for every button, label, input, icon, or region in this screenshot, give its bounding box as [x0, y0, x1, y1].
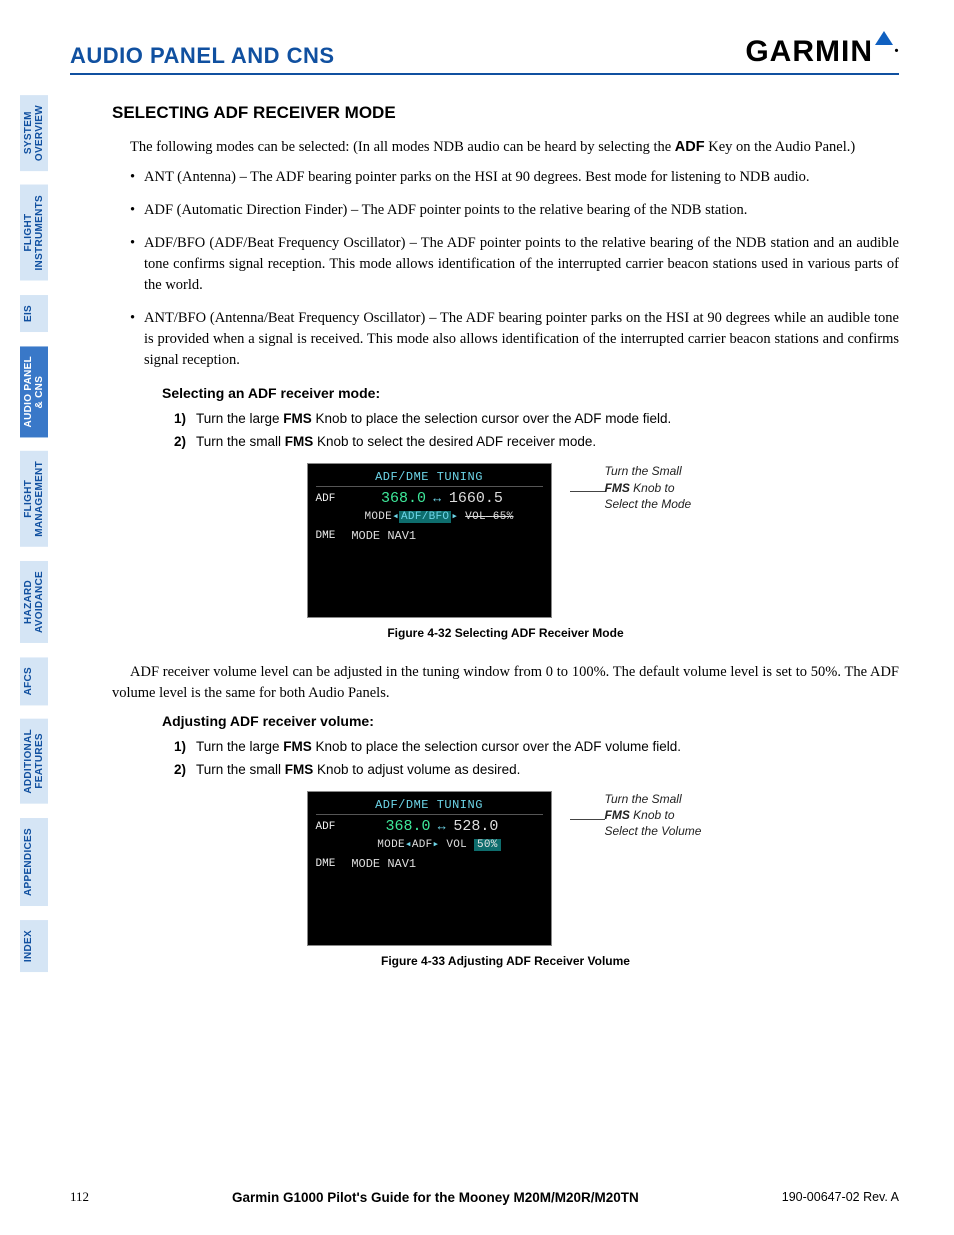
tab-afcs[interactable]: AFCS — [20, 657, 48, 705]
footer-revision: 190-00647-02 Rev. A — [782, 1190, 899, 1204]
procedure-2-title: Adjusting ADF receiver volume: — [162, 713, 899, 729]
main-content: SELECTING ADF RECEIVER MODE The followin… — [112, 103, 899, 968]
callout-line-icon — [570, 819, 605, 820]
procedure-2-steps: 1)Turn the large FMS Knob to place the s… — [174, 739, 899, 777]
tab-index[interactable]: INDEX — [20, 920, 48, 972]
tab-hazard-avoidance[interactable]: HAZARDAVOIDANCE — [20, 561, 48, 643]
bullet-adf: ADF (Automatic Direction Finder) – The A… — [130, 200, 899, 221]
garmin-triangle-icon — [875, 31, 893, 45]
volume-paragraph: ADF receiver volume level can be adjuste… — [112, 662, 899, 703]
page-number: 112 — [70, 1189, 89, 1205]
page-header: AUDIO PANEL AND CNS GARMIN . — [70, 35, 899, 75]
figure-1: ADF/DME TUNING ADF 368.0 ↔ 1660.5 MODE◂A… — [112, 463, 899, 618]
figure-2-callout: Turn the Small FMS Knob to Select the Vo… — [605, 791, 705, 840]
tab-audio-panel-cns[interactable]: AUDIO PANEL& CNS — [20, 346, 48, 437]
bullet-adf-bfo: ADF/BFO (ADF/Beat Frequency Oscillator) … — [130, 233, 899, 296]
subsection-heading: SELECTING ADF RECEIVER MODE — [112, 103, 899, 123]
procedure-1-steps: 1)Turn the large FMS Knob to place the s… — [174, 411, 899, 449]
tab-appendices[interactable]: APPENDICES — [20, 818, 48, 906]
figure-2-caption: Figure 4-33 Adjusting ADF Receiver Volum… — [112, 954, 899, 968]
section-title: AUDIO PANEL AND CNS — [70, 43, 335, 69]
garmin-logo: GARMIN . — [745, 35, 899, 69]
step: 1)Turn the large FMS Knob to place the s… — [174, 739, 899, 754]
step: 2)Turn the small FMS Knob to select the … — [174, 434, 899, 449]
figure-2: ADF/DME TUNING ADF 368.0 ↔ 528.0 MODE◂AD… — [112, 791, 899, 946]
tab-eis[interactable]: EIS — [20, 295, 48, 332]
callout-line-icon — [570, 491, 605, 492]
sidebar-tabs: SYSTEMOVERVIEW FLIGHTINSTRUMENTS EIS AUD… — [20, 95, 48, 972]
tab-flight-instruments[interactable]: FLIGHTINSTRUMENTS — [20, 185, 48, 281]
adf-dme-screen-2: ADF/DME TUNING ADF 368.0 ↔ 528.0 MODE◂AD… — [307, 791, 552, 946]
procedure-1-title: Selecting an ADF receiver mode: — [162, 385, 899, 401]
mode-list: ANT (Antenna) – The ADF bearing pointer … — [130, 167, 899, 371]
adf-dme-screen-1: ADF/DME TUNING ADF 368.0 ↔ 1660.5 MODE◂A… — [307, 463, 552, 618]
figure-1-callout: Turn the Small FMS Knob to Select the Mo… — [605, 463, 705, 512]
tab-additional-features[interactable]: ADDITIONALFEATURES — [20, 719, 48, 804]
intro-paragraph: The following modes can be selected: (In… — [112, 137, 899, 157]
step: 1)Turn the large FMS Knob to place the s… — [174, 411, 899, 426]
step: 2)Turn the small FMS Knob to adjust volu… — [174, 762, 899, 777]
footer-title: Garmin G1000 Pilot's Guide for the Moone… — [232, 1190, 639, 1205]
figure-1-caption: Figure 4-32 Selecting ADF Receiver Mode — [112, 626, 899, 640]
bullet-ant: ANT (Antenna) – The ADF bearing pointer … — [130, 167, 899, 188]
bullet-ant-bfo: ANT/BFO (Antenna/Beat Frequency Oscillat… — [130, 308, 899, 371]
tab-system-overview[interactable]: SYSTEMOVERVIEW — [20, 95, 48, 171]
tab-flight-management[interactable]: FLIGHTMANAGEMENT — [20, 451, 48, 547]
page-footer: 112 Garmin G1000 Pilot's Guide for the M… — [70, 1189, 899, 1205]
